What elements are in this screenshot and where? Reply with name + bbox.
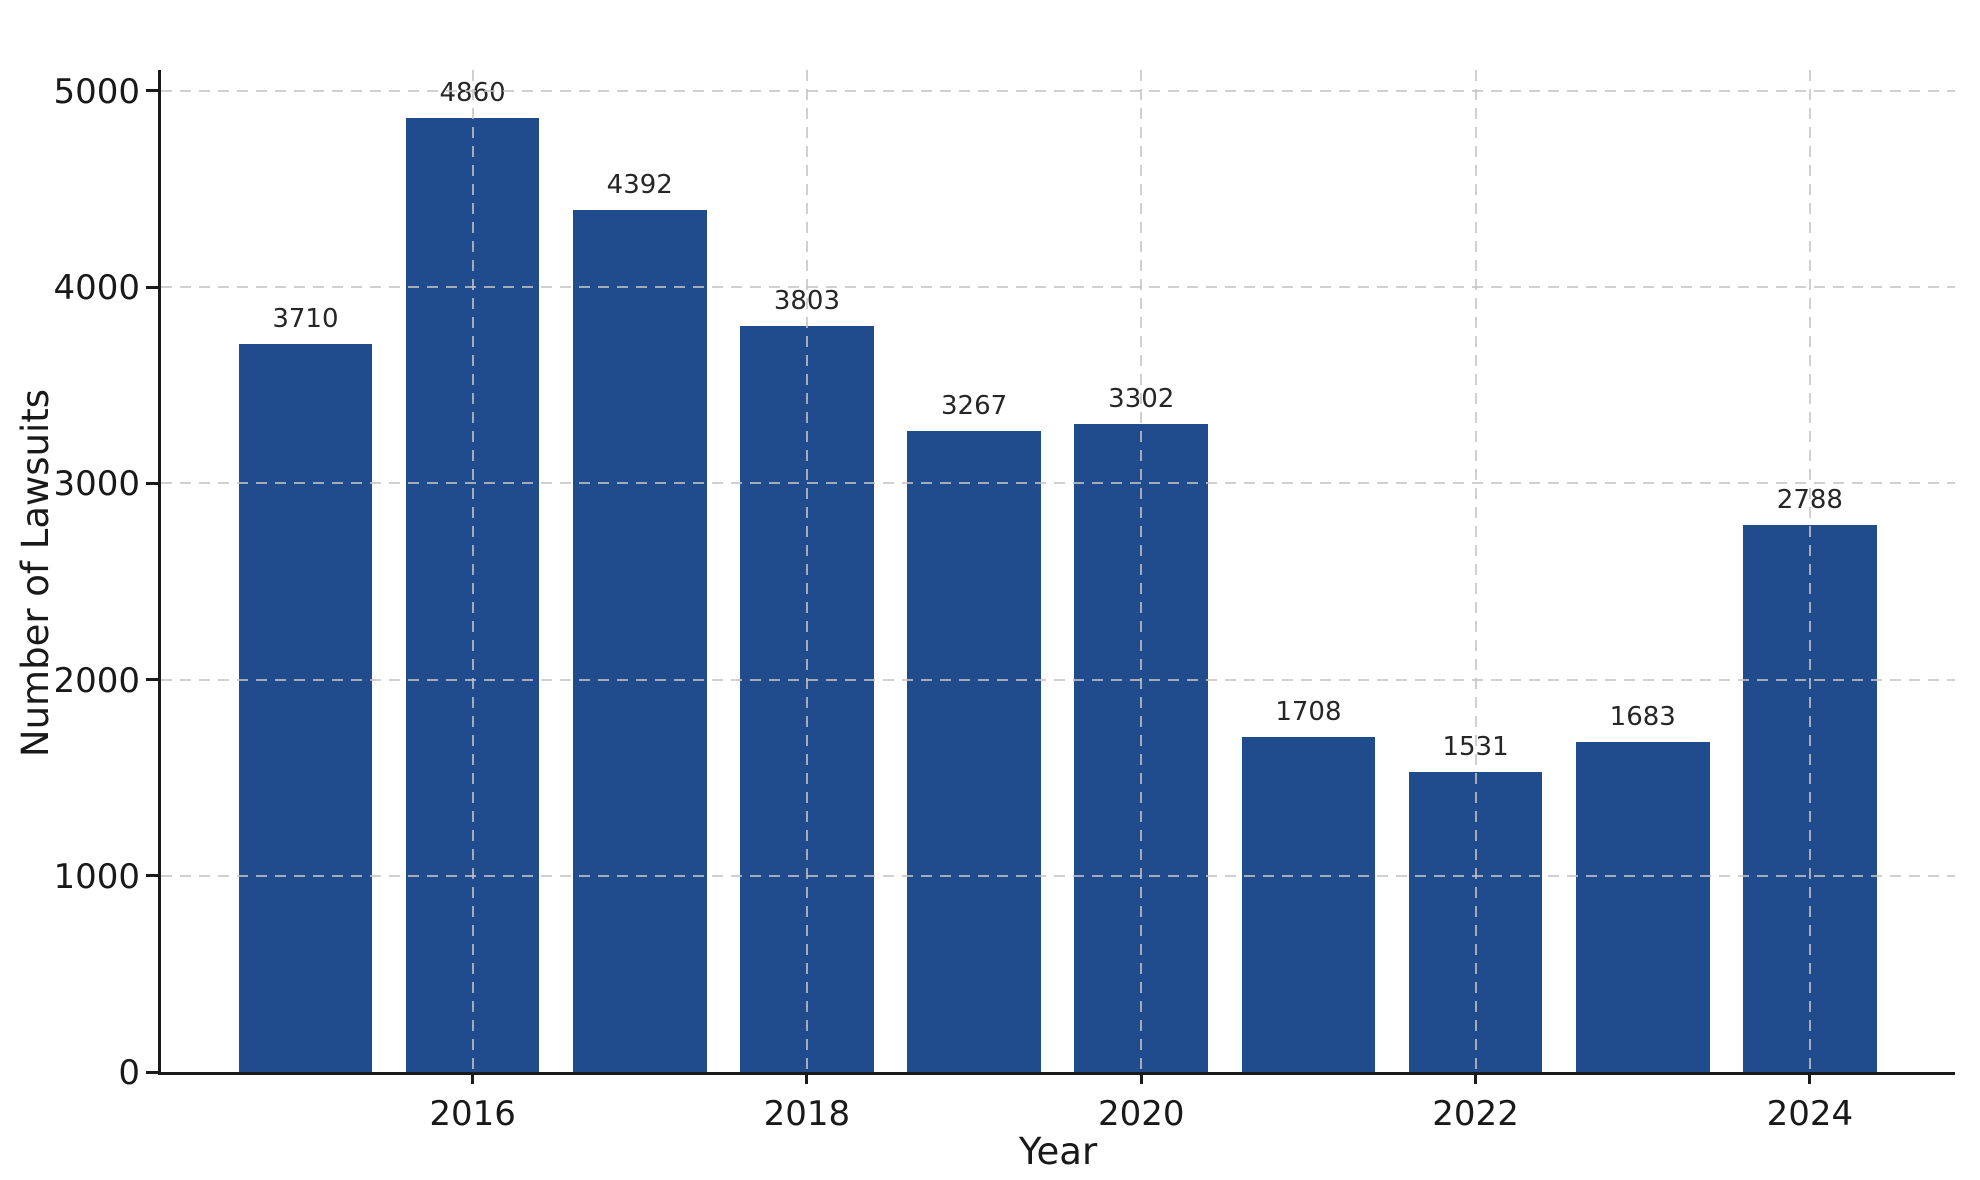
bar-2015 <box>238 343 373 1072</box>
bar-value-label-2023: 1683 <box>1609 701 1676 732</box>
bar-2017 <box>572 210 707 1072</box>
y-tick-label-2000: 2000 <box>53 660 140 701</box>
bar-2021 <box>1241 736 1376 1072</box>
x-tick-label-2024: 2024 <box>1766 1094 1854 1134</box>
y-axis-label: Number of Lawsuits <box>14 388 57 758</box>
y-tick-label-5000: 5000 <box>53 71 140 112</box>
bar-value-label-2020: 3302 <box>1108 384 1175 415</box>
y-tick-label-3000: 3000 <box>53 464 140 505</box>
y-tick-label-1000: 1000 <box>53 856 140 897</box>
bar-value-label-2022: 1531 <box>1442 731 1509 762</box>
y-tick-mark-0 <box>146 1070 158 1074</box>
bar-value-label-2021: 1708 <box>1275 696 1342 727</box>
x-tick-label-2018: 2018 <box>763 1094 851 1134</box>
bar-value-label-2018: 3803 <box>773 285 840 316</box>
x-tick-label-2020: 2020 <box>1097 1094 1185 1134</box>
bar-2018 <box>740 325 874 1072</box>
bar-2024 <box>1743 524 1877 1072</box>
y-tick-mark-3000 <box>146 481 158 485</box>
plot-area: 3710 4860 4392 3803 3267 3302 1708 1531 1683 2788… <box>53 70 1955 1134</box>
y-tick-mark-1000 <box>146 874 158 878</box>
x-tick-mark-2016 <box>471 1072 475 1084</box>
x-axis-spine <box>158 1072 1955 1075</box>
y-tick-label-4000: 4000 <box>53 268 140 309</box>
x-tick-mark-2018 <box>805 1072 809 1084</box>
bar-value-label-2019: 3267 <box>940 390 1008 421</box>
y-tick-mark-4000 <box>146 285 158 289</box>
x-tick-mark-2022 <box>1474 1072 1478 1084</box>
gridline-horizontal-5000 <box>161 89 1955 92</box>
x-axis-label: Year <box>1018 1130 1098 1173</box>
y-tick-mark-2000 <box>146 678 158 682</box>
y-tick-mark-5000 <box>146 89 158 93</box>
y-tick-label-0: 0 <box>118 1053 140 1093</box>
bar-value-label-2017: 4392 <box>606 170 673 201</box>
bar-2019 <box>907 430 1041 1072</box>
y-axis-spine <box>158 70 161 1075</box>
bar-2016 <box>405 118 540 1072</box>
bar-2023 <box>1575 741 1710 1072</box>
bar-value-label-2024: 2788 <box>1776 484 1843 515</box>
bar-2020 <box>1074 424 1209 1072</box>
x-tick-label-2022: 2022 <box>1432 1094 1519 1134</box>
x-tick-label-2016: 2016 <box>429 1094 516 1134</box>
x-tick-mark-2024 <box>1808 1072 1812 1084</box>
bar-value-label-2016: 4860 <box>439 78 506 109</box>
bar-2022 <box>1408 771 1543 1072</box>
x-tick-mark-2020 <box>1139 1072 1143 1084</box>
bar-value-label-2015: 3710 <box>272 303 339 334</box>
